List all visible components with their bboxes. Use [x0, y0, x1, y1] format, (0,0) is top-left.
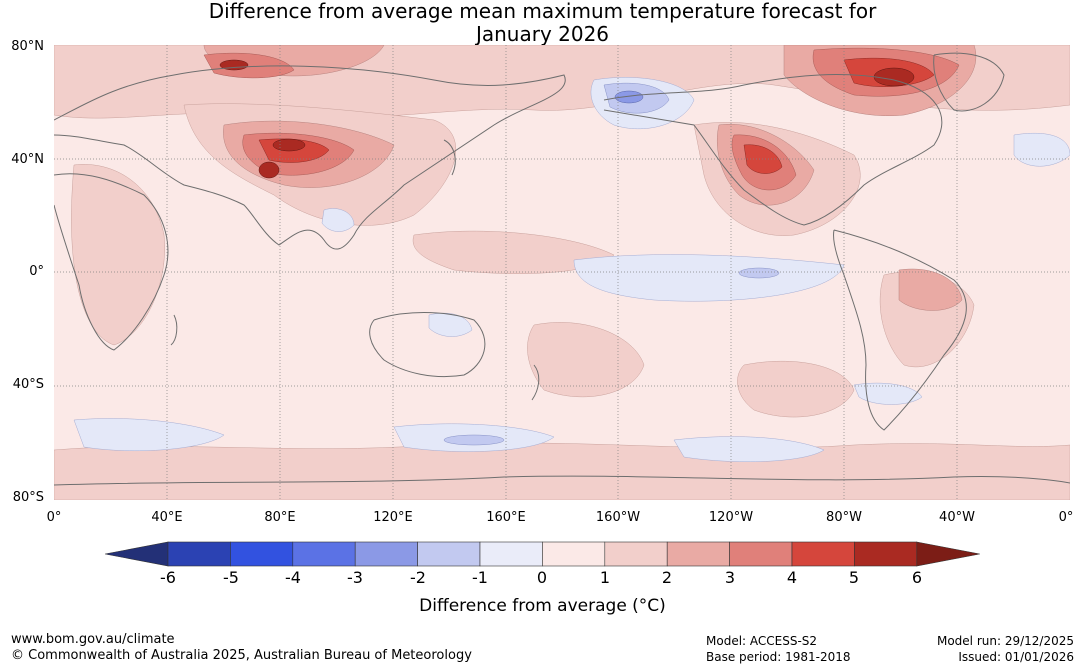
colorbar-tick: -5: [223, 568, 239, 587]
footer-model: Model: ACCESS-S2: [706, 634, 818, 648]
colorbar-extend-low: [105, 541, 169, 567]
western-siberia-strong-warm: [203, 52, 295, 79]
colorbar-segment: [230, 541, 294, 567]
colorbar-tick: 2: [661, 568, 673, 587]
south-pacific-warm-2: [737, 360, 855, 418]
southern-moderate-cool: [443, 434, 505, 446]
colorbar-segment: [729, 541, 793, 567]
strong-cool-regions: [614, 90, 644, 104]
extreme-warm-cores: [219, 59, 915, 179]
colorbar-tick: 3: [724, 568, 736, 587]
africa-warm: [71, 164, 165, 346]
graticule: [54, 45, 1070, 500]
africa-coast: [54, 173, 169, 351]
lon-label-0-right: 0°: [1058, 510, 1074, 525]
colorbar-tick: -2: [410, 568, 426, 587]
eurasia-coast: [54, 65, 566, 250]
alaska-strong-cool: [614, 90, 644, 104]
japan-coast: [443, 139, 456, 176]
colorbar-extend-high: [916, 541, 980, 567]
southern-ocean-cool-1: [73, 418, 225, 452]
colorbar-segment: [354, 541, 418, 567]
antarctica-coast: [54, 475, 1070, 486]
tibet-core-1: [272, 138, 306, 152]
tibet-core-2: [258, 161, 280, 179]
lon-label-40e: 40°E: [151, 510, 183, 525]
lon-label-40w: 40°W: [939, 510, 975, 525]
south-america-coast: [833, 229, 967, 431]
colorbar-tick: -6: [160, 568, 176, 587]
footer-website[interactable]: www.bom.gov.au/climate: [11, 632, 175, 647]
footer-issued: Issued: 01/01/2026: [958, 650, 1074, 664]
north-atlantic-cool: [1013, 132, 1070, 167]
colorbar-tick: -4: [285, 568, 301, 587]
colorbar-segment: [542, 541, 606, 567]
colorbar-segment: [666, 541, 730, 567]
lat-label-40n: 40°N: [11, 152, 44, 167]
title-line-1: Difference from average mean maximum tem…: [208, 0, 877, 23]
colorbar-tick: 6: [911, 568, 923, 587]
coastlines: [54, 52, 1070, 486]
southern-ocean-cool-3: [673, 436, 825, 462]
equatorial-moderate-cool: [738, 267, 780, 279]
footer-base-period: Base period: 1981-2018: [706, 650, 851, 664]
lon-label-0-left: 0°: [46, 510, 62, 525]
southern-band-warm: [54, 442, 1070, 500]
australia-cool: [428, 312, 473, 337]
new-zealand-coast: [531, 364, 540, 401]
lon-label-120w: 120°W: [708, 510, 754, 525]
arctic-core: [873, 67, 915, 87]
footer-model-run: Model run: 29/12/2025: [936, 634, 1074, 648]
colorbar: [105, 541, 980, 567]
se-asia-cool: [321, 208, 355, 232]
colorbar-segment: [604, 541, 668, 567]
colorbar-segment: [292, 541, 356, 567]
colorbar-tick: -3: [347, 568, 363, 587]
lat-label-80s: 80°S: [12, 490, 44, 505]
lat-label-0: 0°: [29, 264, 44, 279]
colorbar-label: Difference from average (°C): [419, 596, 666, 616]
australia-coast: [369, 312, 486, 378]
colorbar-segment: [167, 541, 231, 567]
colorbar-segment: [791, 541, 855, 567]
footer-copyright: © Commonwealth of Australia 2025, Austra…: [11, 648, 472, 663]
greenland-coast: [933, 52, 1005, 112]
equatorial-pacific-cool: [573, 254, 845, 302]
brazil-moderate-warm: [898, 268, 963, 311]
lat-label-40s: 40°S: [12, 377, 44, 392]
temperature-anomaly-map: [54, 45, 1070, 500]
colorbar-segment: [479, 541, 543, 567]
colorbar-tick: 4: [786, 568, 798, 587]
south-pacific-warm: [527, 322, 645, 398]
lat-label-80n: 80°N: [11, 39, 44, 54]
cool-anomaly-regions: [73, 77, 1070, 462]
madagascar-coast: [170, 314, 178, 346]
colorbar-segment: [854, 541, 918, 567]
lon-label-120e: 120°E: [373, 510, 413, 525]
atlantic-cool: [853, 382, 923, 405]
chart-title: Difference from average mean maximum tem…: [0, 0, 1085, 46]
north-america-coast: [603, 74, 943, 226]
colorbar-tick: 5: [848, 568, 860, 587]
lon-label-160w: 160°W: [595, 510, 641, 525]
lon-label-80e: 80°E: [264, 510, 296, 525]
colorbar-segment: [417, 541, 481, 567]
colorbar-tick: 1: [599, 568, 611, 587]
lon-label-160e: 160°E: [486, 510, 526, 525]
title-line-2: January 2026: [475, 22, 610, 46]
colorbar-tick: 0: [536, 568, 548, 587]
colorbar-tick: -1: [472, 568, 488, 587]
lon-label-80w: 80°W: [826, 510, 862, 525]
